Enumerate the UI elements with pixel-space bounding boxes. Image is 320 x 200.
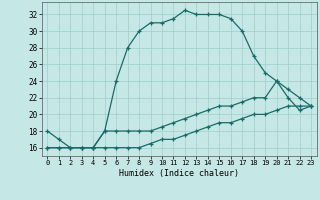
X-axis label: Humidex (Indice chaleur): Humidex (Indice chaleur) [119, 169, 239, 178]
